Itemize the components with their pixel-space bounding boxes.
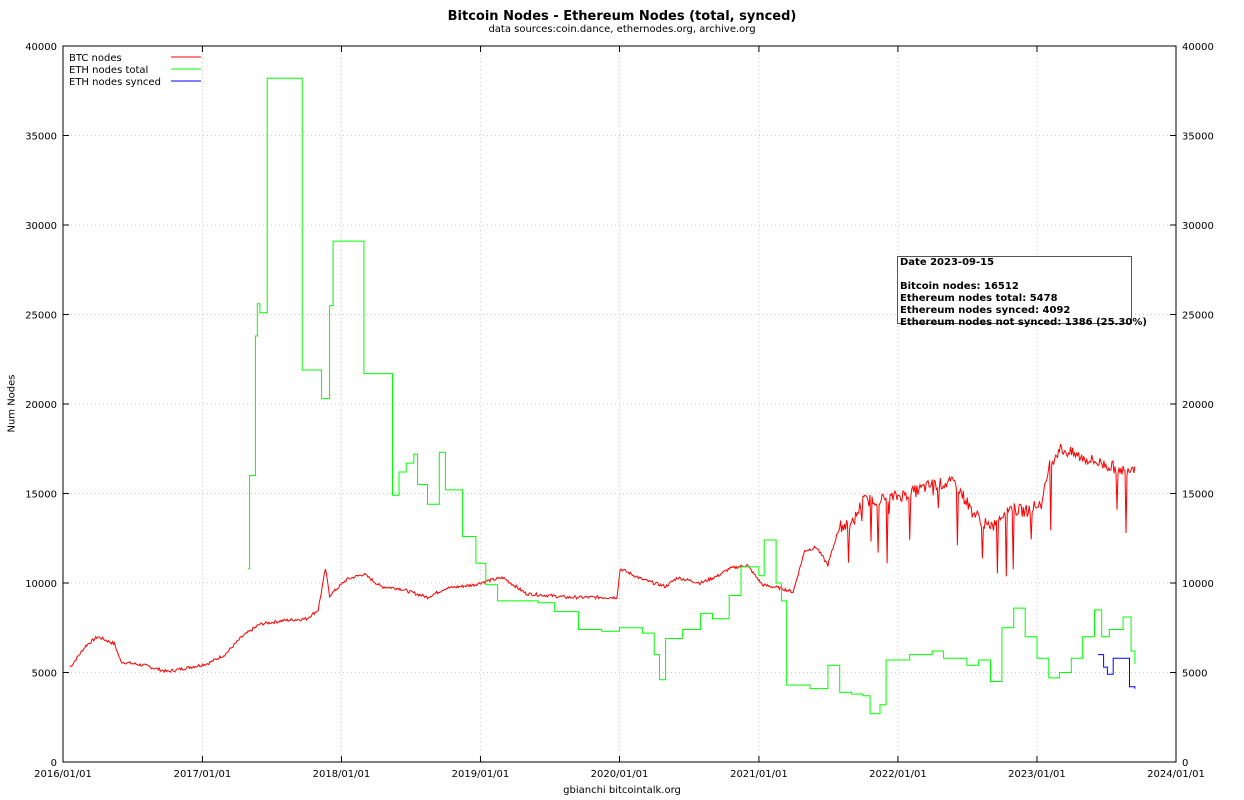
- y-tick-label-left: 35000: [25, 132, 57, 143]
- x-tick-label: 2018/01/01: [313, 769, 371, 780]
- y-tick-label-right: 35000: [1182, 132, 1214, 143]
- y-tick-label-left: 40000: [25, 42, 57, 53]
- y-tick-label-left: 10000: [25, 579, 57, 590]
- y-tick-label-left: 5000: [32, 669, 57, 680]
- y-tick-label-right: 25000: [1182, 311, 1214, 322]
- legend-label: BTC nodes: [69, 53, 122, 64]
- info-spacer: [900, 269, 1131, 281]
- legend-label: ETH nodes synced: [69, 77, 161, 88]
- x-axis-label: gbianchi bitcointalk.org: [563, 785, 681, 796]
- y-tick-label-left: 20000: [25, 400, 57, 411]
- y-tick-label-right: 20000: [1182, 400, 1214, 411]
- eth-nodes-total-line: [248, 77, 1136, 715]
- y-axis-label: Num Nodes: [6, 374, 18, 433]
- info-box: Date 2023-09-15 Bitcoin nodes: 16512 Eth…: [897, 256, 1147, 328]
- info-eth-not-synced: Ethereum nodes not synced: 1386 (25.30%): [900, 317, 1147, 328]
- btc-nodes-line: [69, 443, 1136, 674]
- y-tick-label-right: 30000: [1182, 221, 1214, 232]
- info-date: Date 2023-09-15: [900, 257, 995, 268]
- y-tick-label-right: 15000: [1182, 490, 1214, 501]
- x-tick-label: 2020/01/01: [591, 769, 649, 780]
- eth-nodes-synced-line: [1097, 654, 1136, 689]
- info-eth-total: Ethereum nodes total: 5478: [900, 293, 1058, 304]
- info-eth-synced: Ethereum nodes synced: 4092: [900, 305, 1071, 316]
- x-tick-label: 2016/01/01: [34, 769, 92, 780]
- y-tick-label-left: 25000: [25, 311, 57, 322]
- y-tick-label-right: 10000: [1182, 579, 1214, 590]
- x-tick-label: 2023/01/01: [1008, 769, 1066, 780]
- chart-subtitle: data sources:coin.dance, ethernodes.org,…: [488, 24, 756, 35]
- x-tick-label: 2024/01/01: [1147, 769, 1205, 780]
- x-tick-label: 2019/01/01: [452, 769, 510, 780]
- y-tick-label-right: 40000: [1182, 42, 1214, 53]
- y-tick-label-left: 30000: [25, 221, 57, 232]
- chart-title: Bitcoin Nodes - Ethereum Nodes (total, s…: [447, 9, 797, 24]
- y-tick-label-left: 0: [51, 758, 57, 769]
- legend-label: ETH nodes total: [69, 65, 148, 76]
- y-tick-label-right: 5000: [1182, 669, 1207, 680]
- y-tick-label-left: 15000: [25, 490, 57, 501]
- y-tick-label-right: 0: [1182, 758, 1188, 769]
- x-tick-label: 2022/01/01: [869, 769, 927, 780]
- x-tick-label: 2021/01/01: [730, 769, 788, 780]
- x-tick-label: 2017/01/01: [174, 769, 232, 780]
- info-btc-nodes: Bitcoin nodes: 16512: [900, 281, 1019, 292]
